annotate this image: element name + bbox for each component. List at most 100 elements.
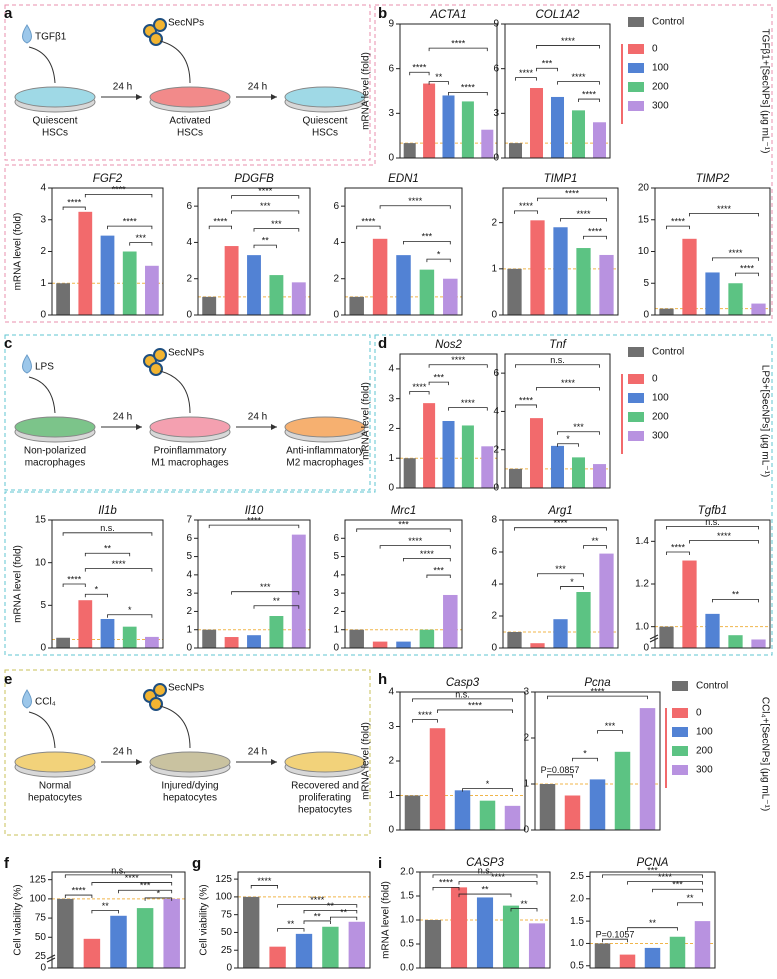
significance-bracket bbox=[547, 695, 648, 700]
y-tick-label: 0 bbox=[333, 310, 339, 321]
y-tick-label: 0 bbox=[40, 643, 46, 654]
bar bbox=[450, 887, 468, 968]
y-tick-label: 6 bbox=[186, 533, 192, 544]
y-tick-label: 4 bbox=[333, 569, 339, 580]
bar bbox=[594, 943, 611, 968]
y-tick-label: 1.0 bbox=[635, 621, 649, 632]
reagent: CCl₄ bbox=[35, 697, 56, 708]
legend-label: 300 bbox=[696, 765, 713, 776]
significance-bracket bbox=[557, 443, 579, 447]
bar bbox=[322, 926, 339, 968]
significance-label: **** bbox=[439, 878, 454, 888]
y-tick-label: 75 bbox=[35, 913, 47, 924]
reagent: LPS bbox=[35, 362, 54, 373]
arrow bbox=[28, 711, 56, 749]
y-tick-label: 6 bbox=[333, 533, 339, 544]
y-tick-label: 0.5 bbox=[570, 960, 584, 971]
plot-frame bbox=[654, 519, 771, 649]
significance-bracket bbox=[84, 593, 108, 598]
significance-label: * bbox=[566, 434, 570, 444]
significance-bracket bbox=[536, 387, 600, 391]
significance-label: **** bbox=[408, 536, 423, 546]
y-tick-label: 2 bbox=[493, 444, 499, 455]
bar bbox=[423, 83, 436, 158]
bar bbox=[429, 728, 446, 830]
plot-frame bbox=[399, 691, 526, 831]
stage-label: hepatocytes bbox=[28, 793, 82, 804]
significance-label: ** bbox=[686, 893, 694, 903]
significance-label: *** bbox=[605, 721, 616, 731]
y-tick-label: 0 bbox=[643, 310, 649, 321]
bar bbox=[571, 110, 586, 158]
significance-label: **** bbox=[582, 89, 597, 99]
y-tick-label: 100 bbox=[215, 892, 232, 903]
bar bbox=[454, 790, 471, 830]
y-tick-label: 0 bbox=[491, 643, 497, 654]
y-tick-label: 2.0 bbox=[400, 867, 414, 878]
significance-bracket bbox=[560, 218, 607, 222]
bar bbox=[136, 908, 154, 968]
dish-top bbox=[284, 416, 366, 438]
significance-label: * bbox=[437, 249, 441, 259]
plot-frame bbox=[344, 519, 463, 649]
significance-label: **** bbox=[310, 895, 325, 905]
significance-label: **** bbox=[67, 197, 82, 207]
plot-frame bbox=[589, 871, 716, 969]
bar bbox=[659, 626, 674, 648]
significance-label: **** bbox=[125, 873, 140, 883]
bar bbox=[508, 468, 523, 488]
bar bbox=[163, 898, 180, 968]
bar bbox=[269, 946, 286, 968]
chart-title: ACTA1 bbox=[429, 9, 466, 21]
significance-label: **** bbox=[519, 395, 534, 405]
significance-label: *** bbox=[573, 422, 584, 432]
significance-bracket bbox=[547, 774, 573, 778]
significance-bracket bbox=[597, 730, 623, 734]
y-tick-label: 1 bbox=[388, 790, 394, 801]
significance-bracket bbox=[666, 551, 690, 555]
y-tick-label: 8 bbox=[491, 515, 497, 526]
significance-bracket bbox=[250, 885, 278, 889]
significance-bracket bbox=[602, 938, 628, 943]
y-tick-label: 6 bbox=[333, 201, 339, 212]
y-tick-label: 3 bbox=[493, 108, 499, 119]
significance-label: **** bbox=[213, 216, 228, 226]
bar bbox=[502, 905, 520, 968]
significance-bracket bbox=[356, 225, 381, 230]
significance-bracket bbox=[118, 889, 173, 894]
significance-bracket bbox=[91, 882, 173, 886]
arrow-head bbox=[271, 94, 277, 100]
bar bbox=[442, 95, 455, 158]
chart-title: Arg1 bbox=[547, 505, 572, 517]
interval: 24 h bbox=[248, 82, 267, 93]
y-tick-label: 6 bbox=[491, 547, 497, 558]
stage-label: M2 macrophages bbox=[286, 458, 363, 469]
significance-bracket bbox=[627, 927, 678, 931]
y-tick-label: 7 bbox=[186, 515, 192, 526]
significance-label: *** bbox=[647, 865, 658, 875]
significance-bracket bbox=[356, 528, 451, 532]
legend-swatch bbox=[672, 727, 688, 737]
y-tick-label: 5 bbox=[643, 278, 649, 289]
bar bbox=[564, 795, 581, 830]
stage-label: Proinflammatory bbox=[154, 446, 227, 457]
plot-frame bbox=[502, 519, 619, 649]
legend-swatch bbox=[628, 374, 644, 384]
interval: 24 h bbox=[248, 747, 267, 758]
legend-title: LPS+[SecNPs] (μg mL⁻¹) bbox=[759, 365, 770, 477]
significance-label: *** bbox=[434, 373, 445, 383]
legend-label: 200 bbox=[696, 746, 713, 757]
y-tick-label: 2 bbox=[40, 246, 46, 257]
y-tick-label: 4 bbox=[186, 569, 192, 580]
significance-bracket bbox=[253, 605, 300, 609]
y-tick-label: 3 bbox=[186, 588, 192, 599]
significance-bracket bbox=[510, 908, 538, 912]
significance-bracket bbox=[253, 244, 277, 249]
chart-title: FGF2 bbox=[93, 173, 123, 185]
bar bbox=[592, 464, 607, 488]
legend-swatch bbox=[672, 746, 688, 756]
y-tick-label: 4 bbox=[40, 183, 46, 194]
bar bbox=[550, 96, 565, 158]
plot-frame bbox=[51, 187, 164, 316]
bar bbox=[56, 637, 70, 648]
